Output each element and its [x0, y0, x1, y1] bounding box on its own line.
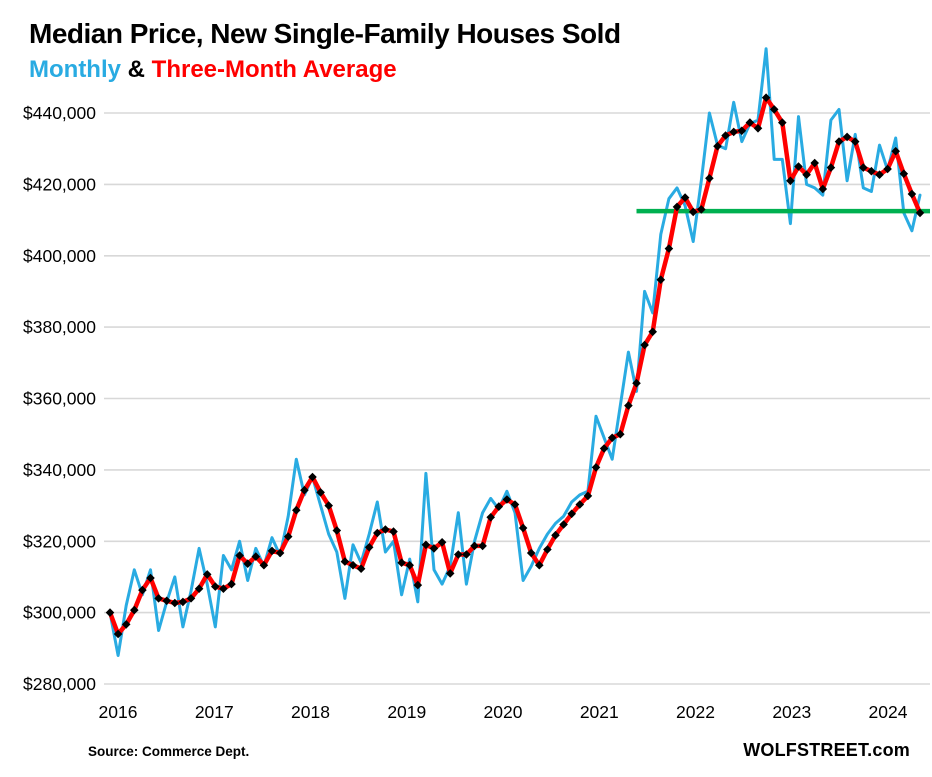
chart-title: Median Price, New Single-Family Houses S…	[29, 18, 621, 49]
x-tick-label: 2024	[869, 702, 908, 722]
source-note: Source: Commerce Dept.	[88, 744, 250, 759]
legend-three-month-label: Three-Month Average	[151, 56, 397, 83]
brand-wordmark: WOLFSTREET.com	[743, 740, 910, 760]
y-tick-label: $420,000	[23, 174, 96, 194]
y-tick-label: $340,000	[23, 460, 96, 480]
diamond-markers	[105, 93, 925, 639]
chart-legend: Monthly & Three-Month Average	[29, 56, 397, 84]
x-tick-label: 2021	[580, 702, 619, 722]
y-tick-label: $320,000	[23, 531, 96, 551]
legend-separator: &	[120, 56, 152, 83]
monthly-series-line	[108, 47, 922, 657]
y-tick-label: $400,000	[23, 246, 96, 266]
x-tick-label: 2022	[676, 702, 715, 722]
x-tick-label: 2020	[484, 702, 523, 722]
x-tick-label: 2017	[195, 702, 234, 722]
x-tick-label: 2019	[387, 702, 426, 722]
y-tick-label: $300,000	[23, 603, 96, 623]
x-tick-label: 2016	[99, 702, 138, 722]
x-tick-label: 2018	[291, 702, 330, 722]
x-tick-label: 2023	[772, 702, 811, 722]
y-tick-label: $360,000	[23, 389, 96, 409]
y-tick-label: $380,000	[23, 317, 96, 337]
legend-monthly-label: Monthly	[29, 56, 121, 83]
y-tick-label: $280,000	[23, 674, 96, 694]
three-month-average-line	[107, 95, 923, 637]
y-tick-label: $440,000	[23, 103, 96, 123]
